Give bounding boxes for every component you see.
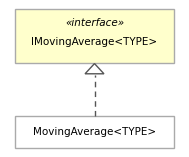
Bar: [15, 116, 174, 148]
Bar: [15, 9, 174, 63]
Text: MovingAverage<TYPE>: MovingAverage<TYPE>: [33, 127, 156, 137]
Polygon shape: [85, 64, 104, 74]
Text: «interface»: «interface»: [65, 18, 124, 28]
Text: IMovingAverage<TYPE>: IMovingAverage<TYPE>: [31, 37, 158, 47]
